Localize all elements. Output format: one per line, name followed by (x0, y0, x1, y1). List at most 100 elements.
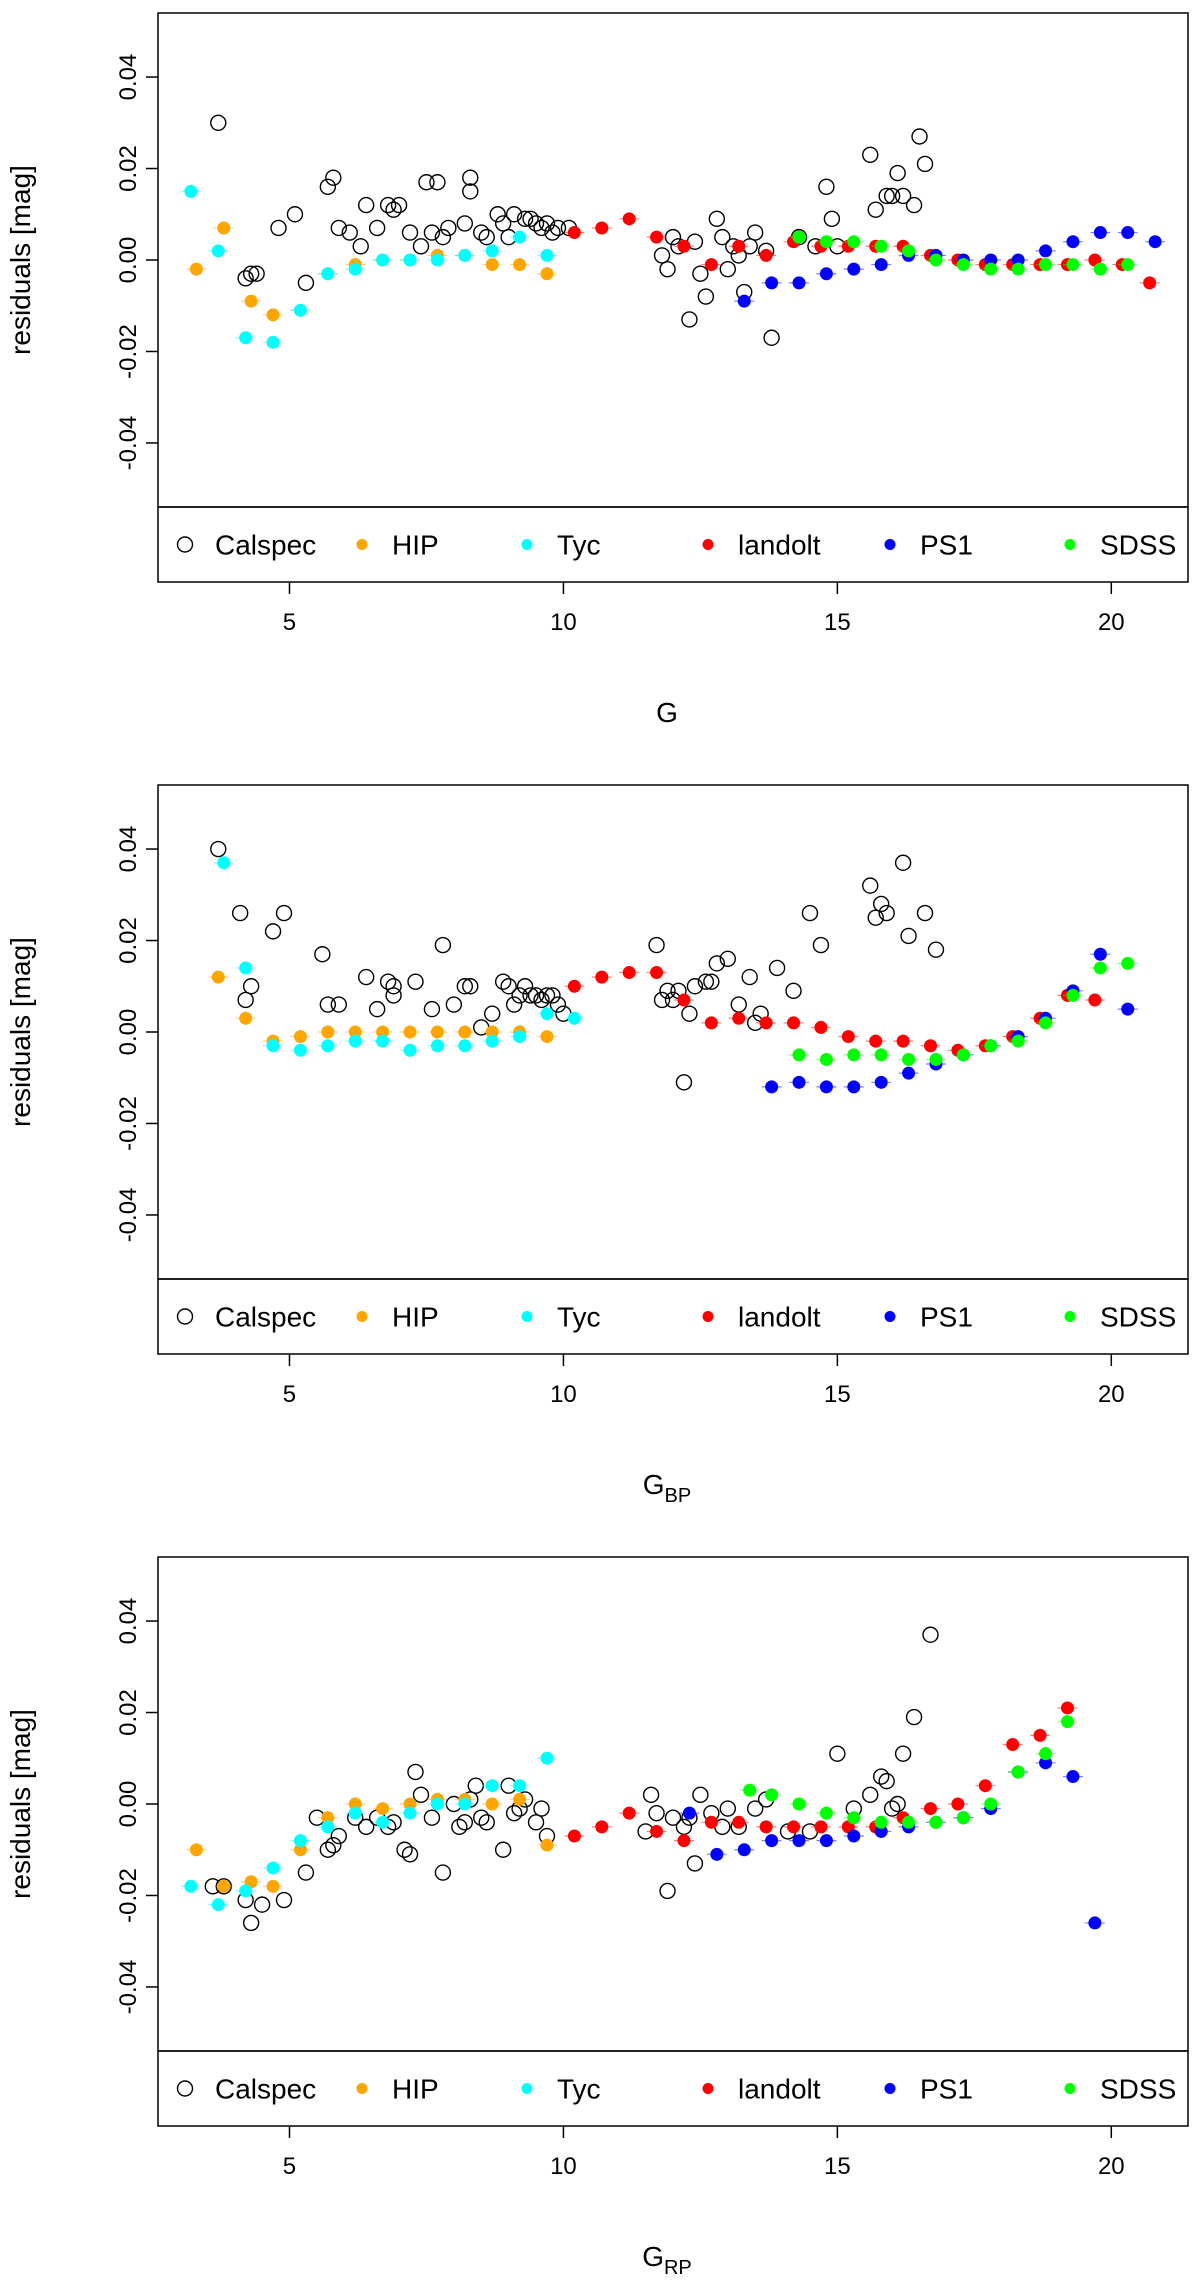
point-tyc (348, 1034, 362, 1048)
chart-panel-3: -0.04 -0.02 0.00 0.02 0.04 5 10 15 20 residuals [… (5, 1556, 1189, 2279)
point-calspec (390, 196, 408, 214)
point-ps1 (1066, 1770, 1080, 1784)
point-calspec (763, 329, 780, 346)
point-landolt (704, 1815, 718, 1829)
legend-label: SDSS (1100, 1302, 1176, 1333)
point-calspec (862, 146, 879, 163)
point-tyc (217, 856, 231, 870)
point-landolt (814, 1820, 828, 1834)
legend-marker (521, 1311, 533, 1322)
point-ps1 (902, 1066, 916, 1080)
point-calspec (368, 219, 386, 237)
point-calspec (746, 224, 764, 241)
point-calspec (330, 1827, 347, 1845)
point-landolt (787, 1016, 801, 1030)
series-sdss (789, 956, 1138, 1066)
legend-label: Calspec (215, 530, 316, 561)
point-hip (403, 1025, 417, 1039)
point-tyc (540, 1007, 554, 1021)
legend-label: landolt (738, 1302, 821, 1333)
point-ps1 (792, 1834, 806, 1848)
point-hip (513, 1792, 527, 1806)
x-tick-label: 15 (824, 609, 851, 636)
point-calspec (478, 228, 495, 246)
point-calspec (319, 178, 337, 196)
y-tick-label: -0.04 (115, 1960, 142, 2015)
y-tick-label: 0.04 (115, 1598, 142, 1645)
point-hip (266, 308, 280, 322)
point-calspec (664, 228, 682, 246)
point-tyc (458, 248, 472, 262)
legend-label: Tyc (557, 530, 601, 561)
point-calspec (423, 1809, 441, 1826)
point-calspec (467, 1777, 484, 1794)
point-calspec (253, 1896, 271, 1913)
legend-label: PS1 (920, 2074, 973, 2105)
y-tick-label: 0.04 (115, 54, 142, 101)
point-calspec (544, 224, 561, 241)
point-hip (540, 267, 554, 281)
series-tyc (180, 184, 557, 349)
x-tick-label: 10 (550, 1381, 577, 1408)
point-calspec (533, 991, 550, 1009)
point-calspec (708, 955, 726, 972)
point-calspec (905, 196, 923, 214)
point-calspec (872, 895, 890, 913)
point-calspec (429, 174, 446, 191)
y-tick-label: -0.02 (115, 1096, 142, 1151)
point-tyc (293, 1043, 307, 1057)
legend-marker (356, 2083, 368, 2094)
point-tyc (321, 267, 335, 281)
point-ps1 (874, 258, 888, 272)
legend-label: PS1 (920, 1302, 973, 1333)
legend-marker (356, 539, 368, 550)
point-landolt (951, 1797, 965, 1811)
point-calspec (719, 260, 736, 278)
chart-panel-2: -0.04 -0.02 0.00 0.02 0.04 5 10 15 20 residuals [… (5, 784, 1189, 1507)
point-hip (348, 1797, 362, 1811)
point-calspec (812, 936, 830, 954)
legend-item-ps1: PS1 (884, 1302, 973, 1333)
point-calspec (768, 959, 786, 977)
point-calspec (319, 996, 337, 1013)
point-ps1 (1088, 1916, 1102, 1930)
point-calspec (686, 1855, 704, 1872)
point-calspec (264, 923, 282, 940)
point-calspec (675, 1818, 693, 1836)
point-calspec (894, 1745, 912, 1762)
plot-frame (157, 784, 1189, 1280)
legend-item-calspec: Calspec (176, 2074, 316, 2105)
legend-item-calspec: Calspec (176, 530, 316, 561)
point-landolt (978, 1779, 992, 1793)
point-calspec (434, 936, 452, 954)
legend-marker (884, 539, 896, 550)
legend-label: HIP (392, 2074, 439, 2105)
point-ps1 (1066, 235, 1080, 249)
x-axis-title: GBP (643, 1469, 691, 1507)
point-calspec (385, 987, 402, 1004)
point-calspec (516, 210, 534, 228)
point-sdss (1066, 258, 1080, 272)
point-sdss (874, 1048, 888, 1062)
point-landolt (1033, 1728, 1047, 1742)
point-ps1 (682, 1806, 696, 1820)
point-calspec (297, 1864, 315, 1881)
legend-item-landolt: landolt (702, 1302, 821, 1333)
point-landolt (759, 1820, 773, 1834)
point-calspec (818, 178, 835, 196)
point-calspec (401, 1846, 419, 1863)
point-tyc (403, 1806, 417, 1820)
point-sdss (929, 1815, 943, 1829)
point-tyc (513, 1779, 527, 1793)
point-tyc (430, 1039, 444, 1053)
legend-marker (521, 539, 533, 550)
point-calspec (210, 114, 227, 131)
point-tyc (376, 1815, 390, 1829)
point-calspec (500, 978, 517, 995)
point-landolt (677, 993, 691, 1007)
point-calspec (325, 1836, 342, 1854)
point-calspec (412, 1786, 430, 1804)
point-landolt (567, 226, 581, 240)
point-calspec (522, 987, 539, 1004)
point-calspec (456, 978, 474, 995)
